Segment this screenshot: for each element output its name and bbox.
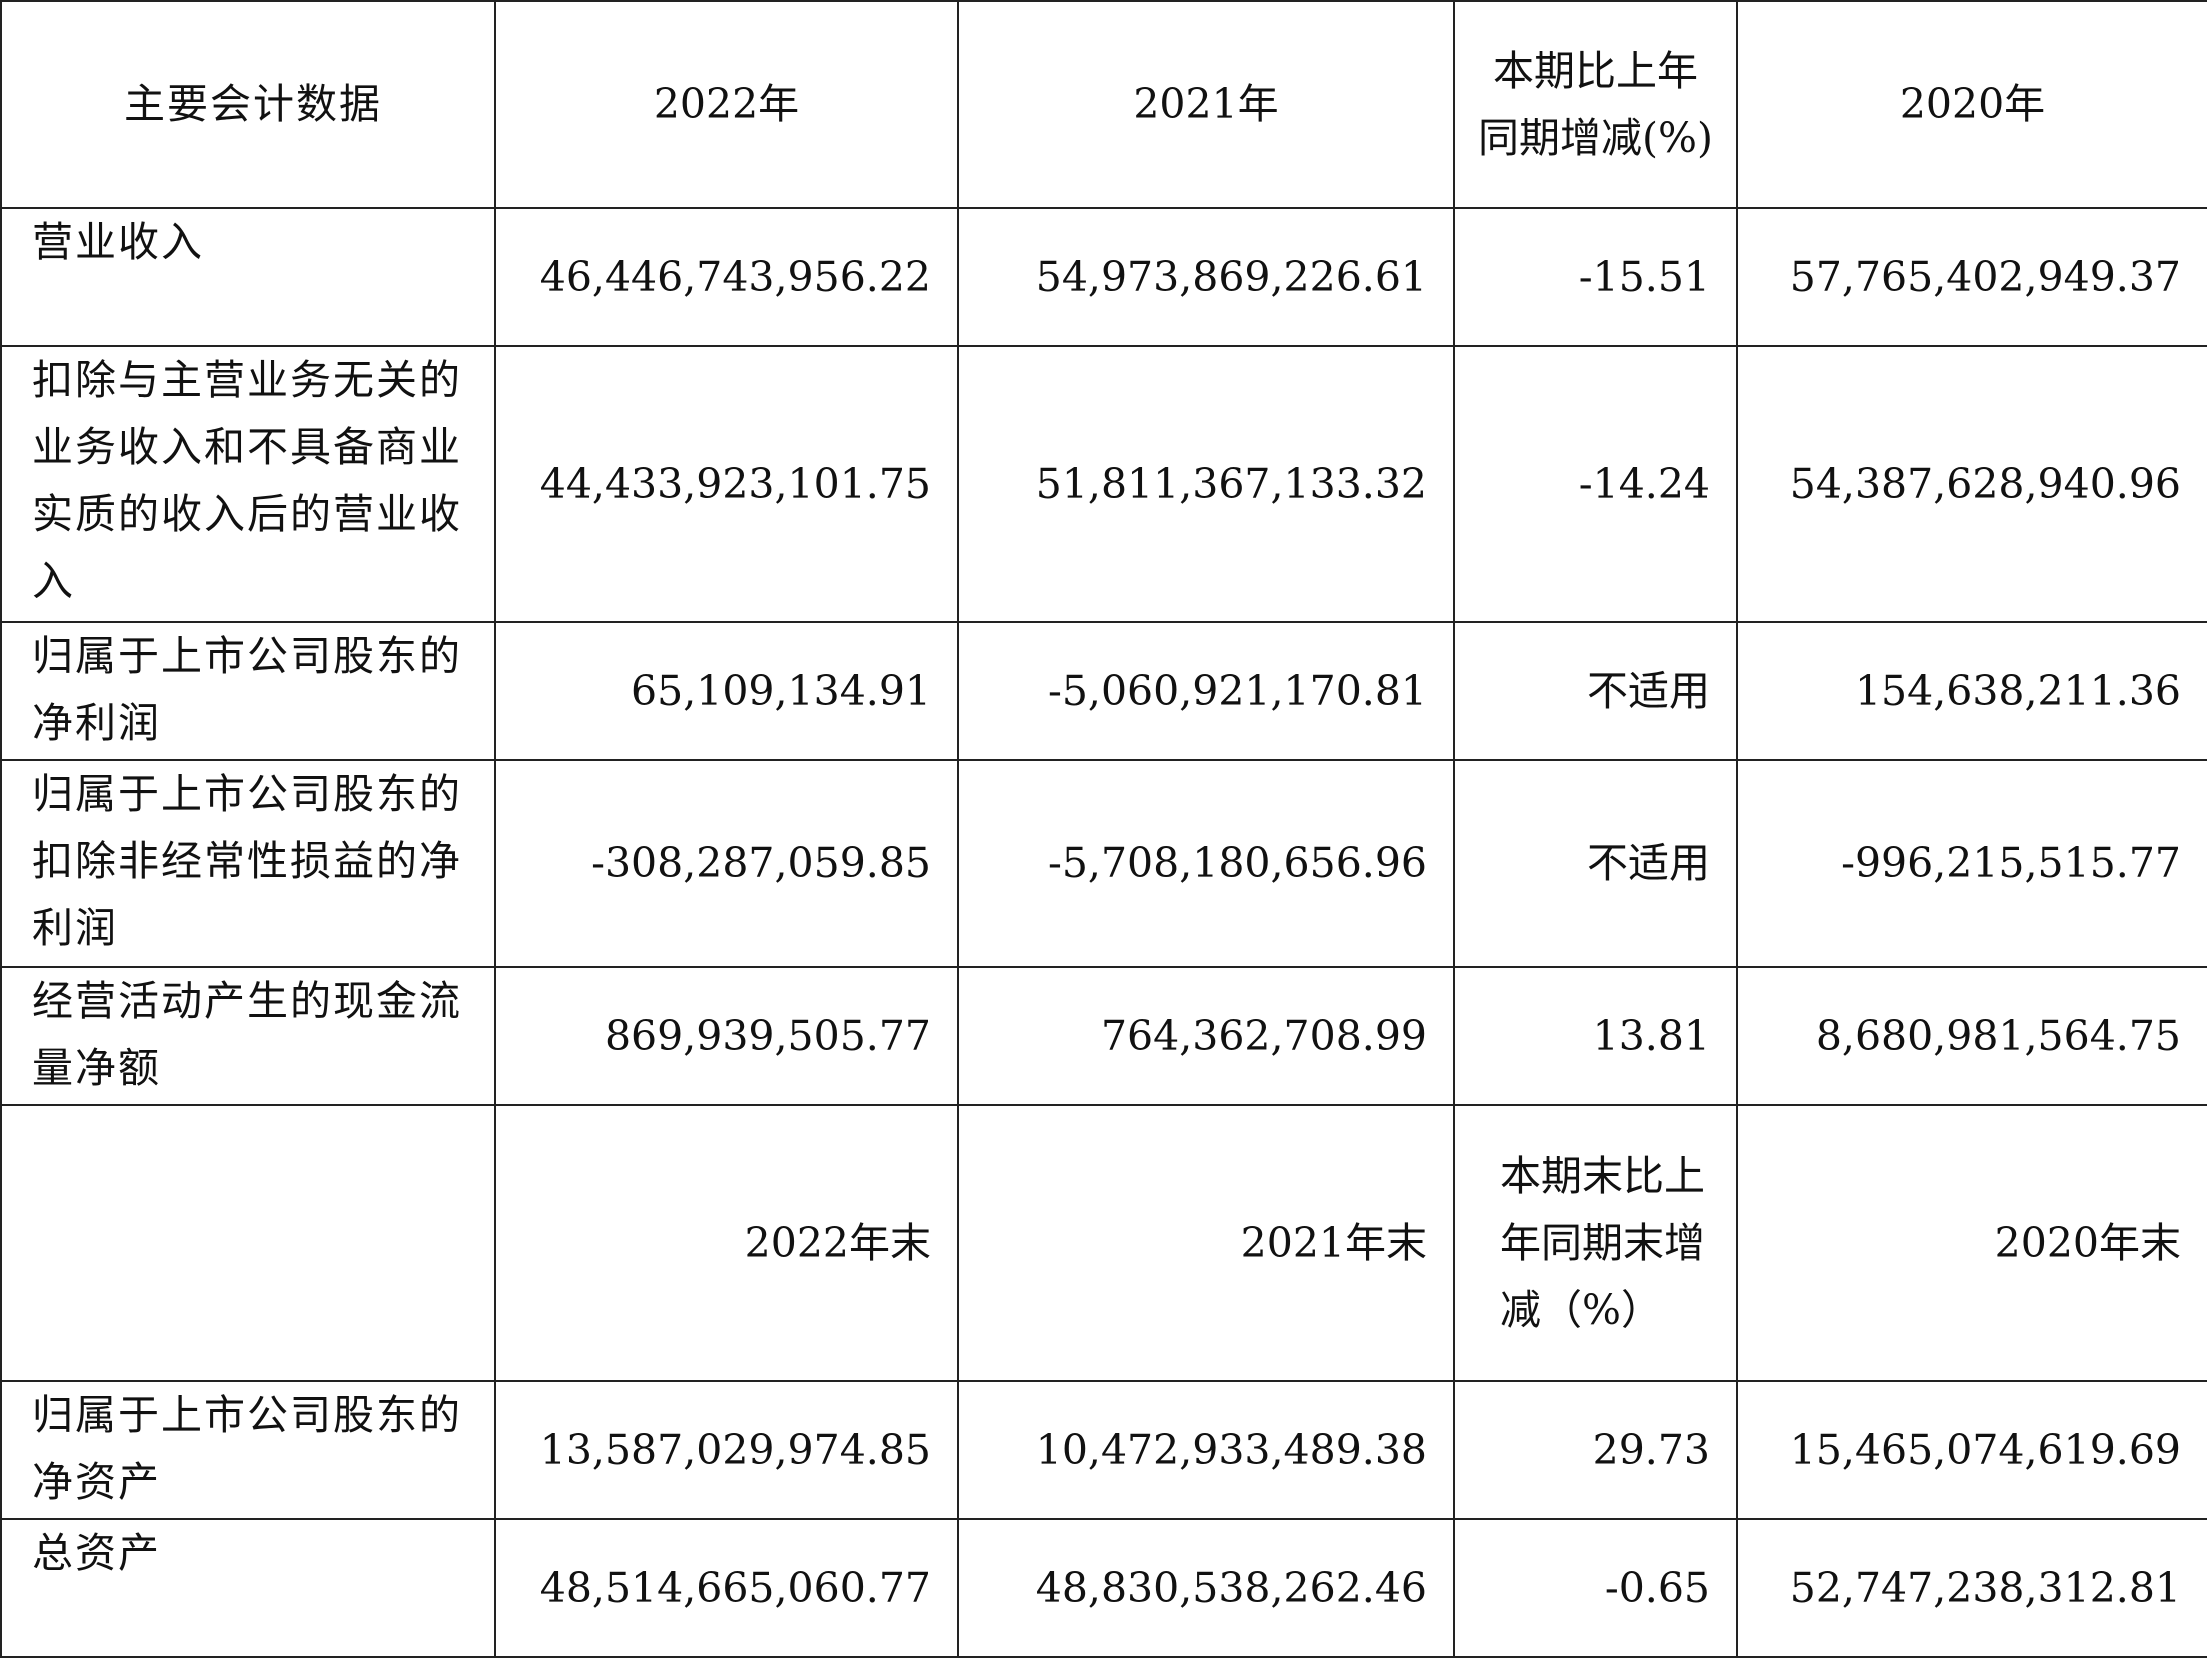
row-label: 归属于上市公司股东的扣除非经常性损益的净利润 <box>0 759 496 968</box>
subheader-2022: 2022年末 <box>494 1104 959 1382</box>
table-row: 扣除与主营业务无关的业务收入和不具备商业实质的收入后的营业收入 44,433,9… <box>0 345 2207 623</box>
value-2022: 46,446,743,956.22 <box>494 207 959 347</box>
table-header-row: 主要会计数据 2022年 2021年 本期比上年同期增减(%) 2020年 <box>0 0 2207 209</box>
table-row: 总资产 48,514,665,060.77 48,830,538,262.46 … <box>0 1518 2207 1658</box>
value-2021: 51,811,367,133.32 <box>957 345 1455 623</box>
value-2022: 65,109,134.91 <box>494 621 959 761</box>
value-2021: -5,060,921,170.81 <box>957 621 1455 761</box>
value-2020: 8,680,981,564.75 <box>1736 966 2207 1106</box>
subheader-label <box>0 1104 496 1382</box>
row-label: 归属于上市公司股东的净资产 <box>0 1380 496 1520</box>
value-2022: 44,433,923,101.75 <box>494 345 959 623</box>
header-2020: 2020年 <box>1736 0 2207 209</box>
value-change: 不适用 <box>1453 759 1738 968</box>
row-label: 经营活动产生的现金流量净额 <box>0 966 496 1106</box>
value-2020: 54,387,628,940.96 <box>1736 345 2207 623</box>
header-2022: 2022年 <box>494 0 959 209</box>
value-2022: 13,587,029,974.85 <box>494 1380 959 1520</box>
table-row: 归属于上市公司股东的净利润 65,109,134.91 -5,060,921,1… <box>0 621 2207 761</box>
value-2020: 154,638,211.36 <box>1736 621 2207 761</box>
value-2020: -996,215,515.77 <box>1736 759 2207 968</box>
value-change: -0.65 <box>1453 1518 1738 1658</box>
subheader-2021: 2021年末 <box>957 1104 1455 1382</box>
header-label: 主要会计数据 <box>0 0 496 209</box>
value-2020: 52,747,238,312.81 <box>1736 1518 2207 1658</box>
subheader-2020: 2020年末 <box>1736 1104 2207 1382</box>
value-2020: 57,765,402,949.37 <box>1736 207 2207 347</box>
subheader-change: 本期末比上年同期末增减（%） <box>1453 1104 1738 1382</box>
value-change: 29.73 <box>1453 1380 1738 1520</box>
value-2021: 10,472,933,489.38 <box>957 1380 1455 1520</box>
row-label: 营业收入 <box>0 207 496 347</box>
table-subheader-row: 2022年末 2021年末 本期末比上年同期末增减（%） 2020年末 <box>0 1104 2207 1382</box>
value-change: 不适用 <box>1453 621 1738 761</box>
value-change: -14.24 <box>1453 345 1738 623</box>
header-change: 本期比上年同期增减(%) <box>1453 0 1738 209</box>
value-2021: 54,973,869,226.61 <box>957 207 1455 347</box>
value-2020: 15,465,074,619.69 <box>1736 1380 2207 1520</box>
row-label: 归属于上市公司股东的净利润 <box>0 621 496 761</box>
value-2021: 764,362,708.99 <box>957 966 1455 1106</box>
table-row: 经营活动产生的现金流量净额 869,939,505.77 764,362,708… <box>0 966 2207 1106</box>
table-row: 营业收入 46,446,743,956.22 54,973,869,226.61… <box>0 207 2207 347</box>
row-label: 总资产 <box>0 1518 496 1658</box>
table-row: 归属于上市公司股东的扣除非经常性损益的净利润 -308,287,059.85 -… <box>0 759 2207 968</box>
value-2021: 48,830,538,262.46 <box>957 1518 1455 1658</box>
value-2022: 869,939,505.77 <box>494 966 959 1106</box>
header-2021: 2021年 <box>957 0 1455 209</box>
row-label: 扣除与主营业务无关的业务收入和不具备商业实质的收入后的营业收入 <box>0 345 496 623</box>
table-row: 归属于上市公司股东的净资产 13,587,029,974.85 10,472,9… <box>0 1380 2207 1520</box>
value-2021: -5,708,180,656.96 <box>957 759 1455 968</box>
value-2022: 48,514,665,060.77 <box>494 1518 959 1658</box>
value-change: -15.51 <box>1453 207 1738 347</box>
value-2022: -308,287,059.85 <box>494 759 959 968</box>
value-change: 13.81 <box>1453 966 1738 1106</box>
